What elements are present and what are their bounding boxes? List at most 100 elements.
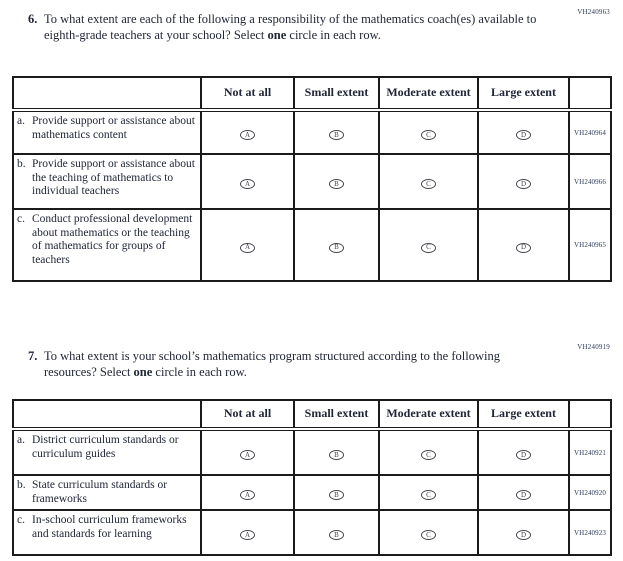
row-label: Provide support or assistance about math…: [32, 115, 195, 141]
option-cell-small-extent: B: [293, 109, 380, 155]
option-circle-b[interactable]: B: [329, 130, 344, 140]
option-circle-a[interactable]: A: [240, 450, 255, 460]
question-6-number: 6.: [28, 12, 38, 26]
option-cell-not-at-all: A: [200, 509, 295, 557]
row-label: In-school curriculum frameworks and stan…: [32, 514, 187, 540]
option-circle-a[interactable]: A: [240, 530, 255, 541]
option-circle-a[interactable]: A: [240, 242, 255, 253]
question-6-text-bold: one: [267, 27, 287, 42]
option-cell-not-at-all: A: [200, 473, 295, 512]
question-7-code: VH240919: [577, 343, 610, 351]
option-circle-b[interactable]: B: [329, 450, 344, 460]
option-circle-d[interactable]: D: [516, 179, 531, 189]
row-label-cell: b. State curriculum standards or framewo…: [12, 473, 202, 512]
option-circle-c[interactable]: C: [421, 490, 436, 501]
row-label: State curriculum standards or frameworks: [32, 479, 168, 505]
question-7-text: To what extent is your school’s mathemat…: [44, 349, 540, 380]
option-cell-small-extent: B: [293, 208, 380, 282]
row-label-wrap: c. Conduct professional development abou…: [17, 213, 196, 267]
option-cell-moderate-extent: C: [378, 208, 479, 282]
header-moderate-extent: Moderate extent: [378, 399, 479, 431]
row-letter: b.: [17, 479, 26, 491]
option-cell-large-extent: D: [477, 428, 570, 476]
header-moderate-extent: Moderate extent: [378, 76, 479, 112]
table-row: a. District curriculum standards or curr…: [12, 428, 612, 476]
table-row: b. Provide support or assistance about t…: [12, 153, 612, 210]
option-cell-moderate-extent: C: [378, 109, 479, 155]
option-circle-a[interactable]: A: [240, 490, 255, 501]
row-letter: a.: [17, 434, 25, 446]
header-large-extent: Large extent: [477, 76, 570, 112]
row-label-wrap: b. Provide support or assistance about t…: [17, 158, 196, 199]
option-cell-small-extent: B: [293, 509, 380, 557]
option-circle-a[interactable]: A: [240, 130, 255, 140]
option-circle-d[interactable]: D: [516, 530, 531, 541]
header-not-at-all: Not at all: [200, 76, 295, 112]
row-code: VH240921: [568, 428, 612, 476]
option-cell-small-extent: B: [293, 153, 380, 210]
row-code: VH240966: [568, 153, 612, 210]
table-row: a. Provide support or assistance about m…: [12, 109, 612, 155]
option-cell-not-at-all: A: [200, 153, 295, 210]
row-letter: b.: [17, 158, 26, 170]
option-circle-c[interactable]: C: [421, 530, 436, 541]
question-7-text-before: To what extent is your school’s mathemat…: [44, 349, 500, 379]
option-cell-large-extent: D: [477, 153, 570, 210]
row-code: VH240964: [568, 109, 612, 155]
table-row: b. State curriculum standards or framewo…: [12, 473, 612, 512]
question-6-table: Not at all Small extent Moderate extent …: [12, 76, 612, 282]
option-cell-large-extent: D: [477, 109, 570, 155]
header-small-extent: Small extent: [293, 76, 380, 112]
header-empty-label: [12, 399, 202, 431]
row-code: VH240920: [568, 473, 612, 512]
question-6-text-after: circle in each row.: [286, 27, 381, 42]
option-circle-c[interactable]: C: [421, 450, 436, 460]
question-6: 6. To what extent are each of the follow…: [28, 12, 540, 43]
row-label-cell: a. District curriculum standards or curr…: [12, 428, 202, 476]
option-cell-large-extent: D: [477, 509, 570, 557]
row-label-cell: b. Provide support or assistance about t…: [12, 153, 202, 210]
option-circle-d[interactable]: D: [516, 242, 531, 253]
option-cell-not-at-all: A: [200, 208, 295, 282]
row-label-wrap: c. In-school curriculum frameworks and s…: [17, 514, 196, 541]
row-label-wrap: a. District curriculum standards or curr…: [17, 434, 196, 461]
option-circle-b[interactable]: B: [329, 242, 344, 253]
table-row: c. Conduct professional development abou…: [12, 208, 612, 282]
option-cell-not-at-all: A: [200, 428, 295, 476]
option-cell-moderate-extent: C: [378, 473, 479, 512]
row-letter: a.: [17, 115, 25, 127]
row-label-cell: a. Provide support or assistance about m…: [12, 109, 202, 155]
question-6-text-before: To what extent are each of the following…: [44, 12, 537, 42]
option-cell-moderate-extent: C: [378, 428, 479, 476]
row-code: VH240923: [568, 509, 612, 557]
row-label: Conduct professional development about m…: [32, 213, 193, 266]
header-not-at-all: Not at all: [200, 399, 295, 431]
question-7-text-bold: one: [133, 364, 153, 379]
option-circle-d[interactable]: D: [516, 130, 531, 140]
option-circle-d[interactable]: D: [516, 490, 531, 501]
question-6-header-row: Not at all Small extent Moderate extent …: [12, 76, 612, 112]
row-label-cell: c. Conduct professional development abou…: [12, 208, 202, 282]
option-cell-not-at-all: A: [200, 109, 295, 155]
option-cell-moderate-extent: C: [378, 509, 479, 557]
row-letter: c.: [17, 213, 25, 225]
option-circle-b[interactable]: B: [329, 490, 344, 501]
header-large-extent: Large extent: [477, 399, 570, 431]
option-circle-c[interactable]: C: [421, 242, 436, 253]
option-circle-a[interactable]: A: [240, 179, 255, 189]
question-6-text: To what extent are each of the following…: [44, 12, 540, 43]
option-circle-b[interactable]: B: [329, 530, 344, 541]
question-7-header-row: Not at all Small extent Moderate extent …: [12, 399, 612, 431]
option-circle-b[interactable]: B: [329, 179, 344, 189]
row-code: VH240965: [568, 208, 612, 282]
option-cell-large-extent: D: [477, 208, 570, 282]
question-7-number: 7.: [28, 349, 38, 363]
table-row: c. In-school curriculum frameworks and s…: [12, 509, 612, 557]
row-label-wrap: b. State curriculum standards or framewo…: [17, 479, 196, 506]
header-empty-code: [568, 76, 612, 112]
option-circle-c[interactable]: C: [421, 179, 436, 189]
row-letter: c.: [17, 514, 25, 527]
question-7-table: Not at all Small extent Moderate extent …: [12, 399, 612, 557]
option-circle-c[interactable]: C: [421, 130, 436, 140]
option-circle-d[interactable]: D: [516, 450, 531, 460]
